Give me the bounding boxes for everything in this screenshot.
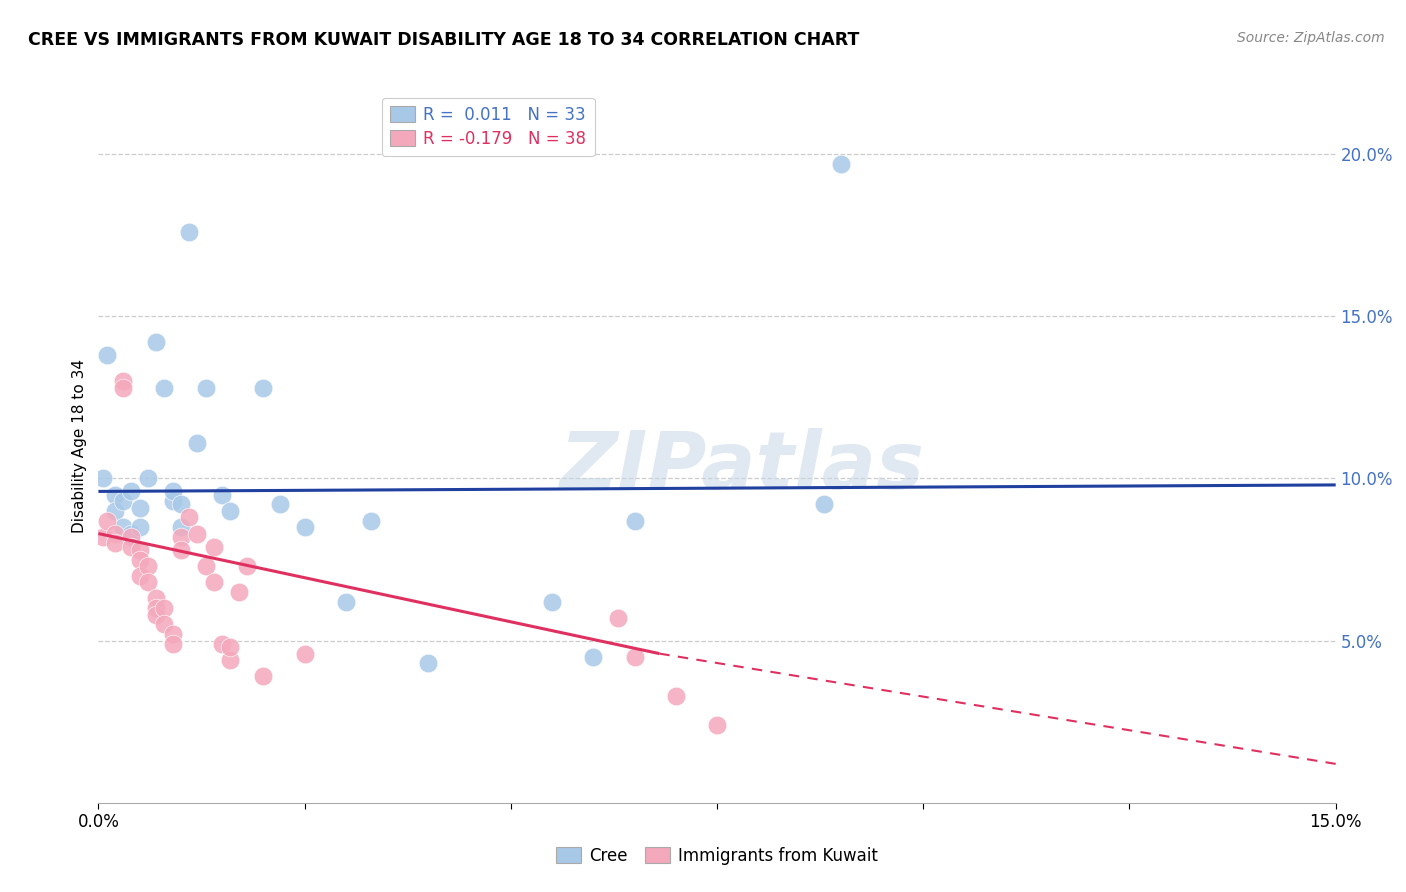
Point bbox=[104, 526, 127, 541]
Point bbox=[665, 689, 688, 703]
Point bbox=[830, 157, 852, 171]
Point bbox=[219, 653, 242, 667]
Text: CREE VS IMMIGRANTS FROM KUWAIT DISABILITY AGE 18 TO 34 CORRELATION CHART: CREE VS IMMIGRANTS FROM KUWAIT DISABILIT… bbox=[28, 31, 859, 49]
Point bbox=[582, 649, 605, 664]
Point bbox=[112, 381, 135, 395]
Point bbox=[91, 530, 114, 544]
Point bbox=[252, 669, 274, 683]
Point bbox=[360, 514, 382, 528]
Point bbox=[219, 504, 242, 518]
Point bbox=[186, 526, 208, 541]
Point bbox=[162, 494, 184, 508]
Point bbox=[112, 494, 135, 508]
Point bbox=[104, 536, 127, 550]
Point bbox=[104, 488, 127, 502]
Point bbox=[706, 718, 728, 732]
Point bbox=[607, 611, 630, 625]
Point bbox=[541, 595, 564, 609]
Point bbox=[153, 617, 176, 632]
Point bbox=[194, 559, 217, 574]
Point bbox=[170, 530, 193, 544]
Point bbox=[120, 526, 142, 541]
Point bbox=[145, 335, 167, 350]
Point bbox=[294, 520, 316, 534]
Text: ZIPatlas: ZIPatlas bbox=[560, 428, 924, 507]
Point bbox=[211, 637, 233, 651]
Point bbox=[96, 514, 118, 528]
Point bbox=[236, 559, 259, 574]
Y-axis label: Disability Age 18 to 34: Disability Age 18 to 34 bbox=[72, 359, 87, 533]
Point bbox=[128, 542, 150, 557]
Point bbox=[104, 504, 127, 518]
Point bbox=[112, 520, 135, 534]
Point bbox=[136, 575, 159, 590]
Point bbox=[418, 657, 440, 671]
Point bbox=[211, 488, 233, 502]
Point bbox=[228, 585, 250, 599]
Point bbox=[162, 627, 184, 641]
Point bbox=[269, 497, 291, 511]
Point bbox=[202, 540, 225, 554]
Point bbox=[128, 500, 150, 515]
Point bbox=[294, 647, 316, 661]
Point bbox=[91, 471, 114, 485]
Point bbox=[170, 542, 193, 557]
Point bbox=[153, 601, 176, 615]
Point bbox=[179, 510, 201, 524]
Point bbox=[128, 520, 150, 534]
Point bbox=[120, 484, 142, 499]
Point bbox=[186, 435, 208, 450]
Point bbox=[623, 649, 645, 664]
Point bbox=[170, 497, 193, 511]
Point bbox=[136, 559, 159, 574]
Point bbox=[623, 514, 645, 528]
Point bbox=[145, 607, 167, 622]
Legend: Cree, Immigrants from Kuwait: Cree, Immigrants from Kuwait bbox=[548, 838, 886, 873]
Point bbox=[96, 348, 118, 362]
Point bbox=[128, 568, 150, 582]
Point bbox=[179, 225, 201, 239]
Point bbox=[136, 471, 159, 485]
Point bbox=[162, 637, 184, 651]
Point bbox=[813, 497, 835, 511]
Point bbox=[120, 530, 142, 544]
Point bbox=[202, 575, 225, 590]
Point bbox=[120, 540, 142, 554]
Point bbox=[252, 381, 274, 395]
Point bbox=[145, 601, 167, 615]
Point bbox=[219, 640, 242, 654]
Point bbox=[145, 591, 167, 606]
Point bbox=[128, 552, 150, 566]
Point bbox=[335, 595, 357, 609]
Text: Source: ZipAtlas.com: Source: ZipAtlas.com bbox=[1237, 31, 1385, 45]
Point bbox=[162, 484, 184, 499]
Point bbox=[170, 520, 193, 534]
Point bbox=[112, 374, 135, 388]
Point bbox=[194, 381, 217, 395]
Point bbox=[153, 381, 176, 395]
